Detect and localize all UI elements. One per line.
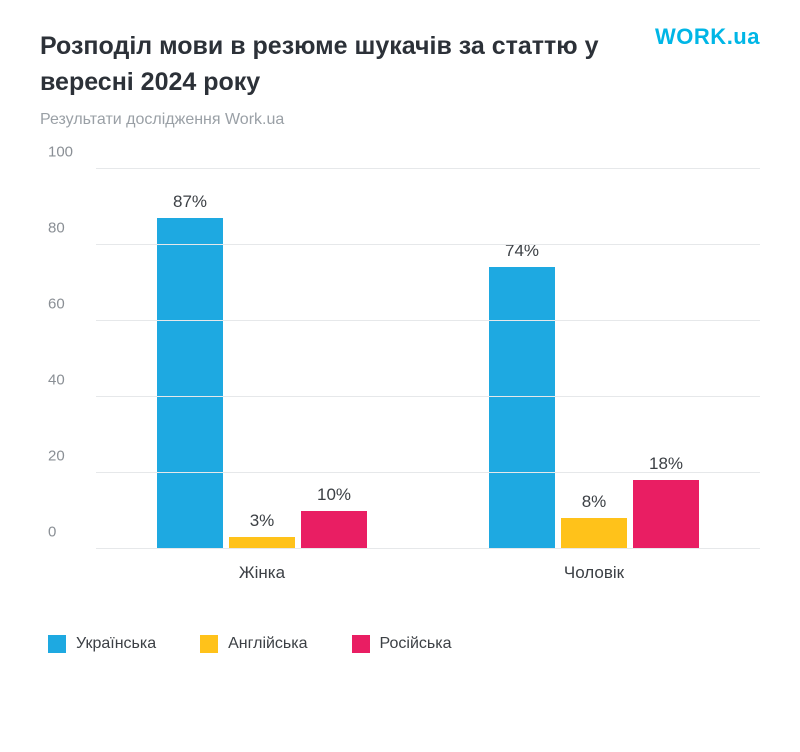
grid-line (96, 472, 760, 473)
plot-area: 87%3%10%74%8%18% (96, 169, 760, 549)
bar-rus: 18% (633, 480, 699, 548)
bar-value-label: 87% (173, 192, 207, 212)
bar-value-label: 8% (582, 492, 607, 512)
legend-swatch (48, 635, 66, 653)
y-tick: 40 (48, 371, 65, 388)
header: Розподіл мови в резюме шукачів за статтю… (40, 28, 760, 101)
bar-ukr: 87% (157, 218, 223, 549)
bar-eng: 8% (561, 518, 627, 548)
bar-rus: 10% (301, 511, 367, 549)
grid-line (96, 320, 760, 321)
legend-swatch (200, 635, 218, 653)
y-tick: 100 (48, 143, 73, 160)
x-category-label: Жінка (96, 549, 428, 599)
bar-group: 74%8%18% (428, 169, 760, 549)
bar-chart: 020406080100 87%3%10%74%8%18% ЖінкаЧолов… (48, 169, 760, 599)
bar-ukr: 74% (489, 267, 555, 548)
legend-item-eng: Англійська (200, 635, 307, 653)
legend-label: Російська (380, 635, 452, 653)
y-tick: 80 (48, 219, 65, 236)
y-tick: 20 (48, 447, 65, 464)
chart-title: Розподіл мови в резюме шукачів за статтю… (40, 28, 600, 101)
legend-label: Українська (76, 635, 156, 653)
legend-label: Англійська (228, 635, 307, 653)
y-tick: 60 (48, 295, 65, 312)
bar-value-label: 3% (250, 511, 275, 531)
legend-swatch (352, 635, 370, 653)
y-tick: 0 (48, 523, 56, 540)
legend-item-ukr: Українська (48, 635, 156, 653)
x-category-label: Чоловік (428, 549, 760, 599)
legend: Українська Англійська Російська (48, 635, 760, 653)
legend-item-rus: Російська (352, 635, 452, 653)
bar-group: 87% 3% 10% (96, 169, 428, 549)
grid-line (96, 244, 760, 245)
x-axis-labels: ЖінкаЧоловік (96, 549, 760, 599)
grid-line (96, 168, 760, 169)
grid-line (96, 396, 760, 397)
chart-subtitle: Результати дослідження Work.ua (40, 111, 760, 129)
work-ua-logo: WORK.ua (655, 24, 760, 50)
bar-value-label: 10% (317, 485, 351, 505)
bar-groups: 87%3%10%74%8%18% (96, 169, 760, 549)
